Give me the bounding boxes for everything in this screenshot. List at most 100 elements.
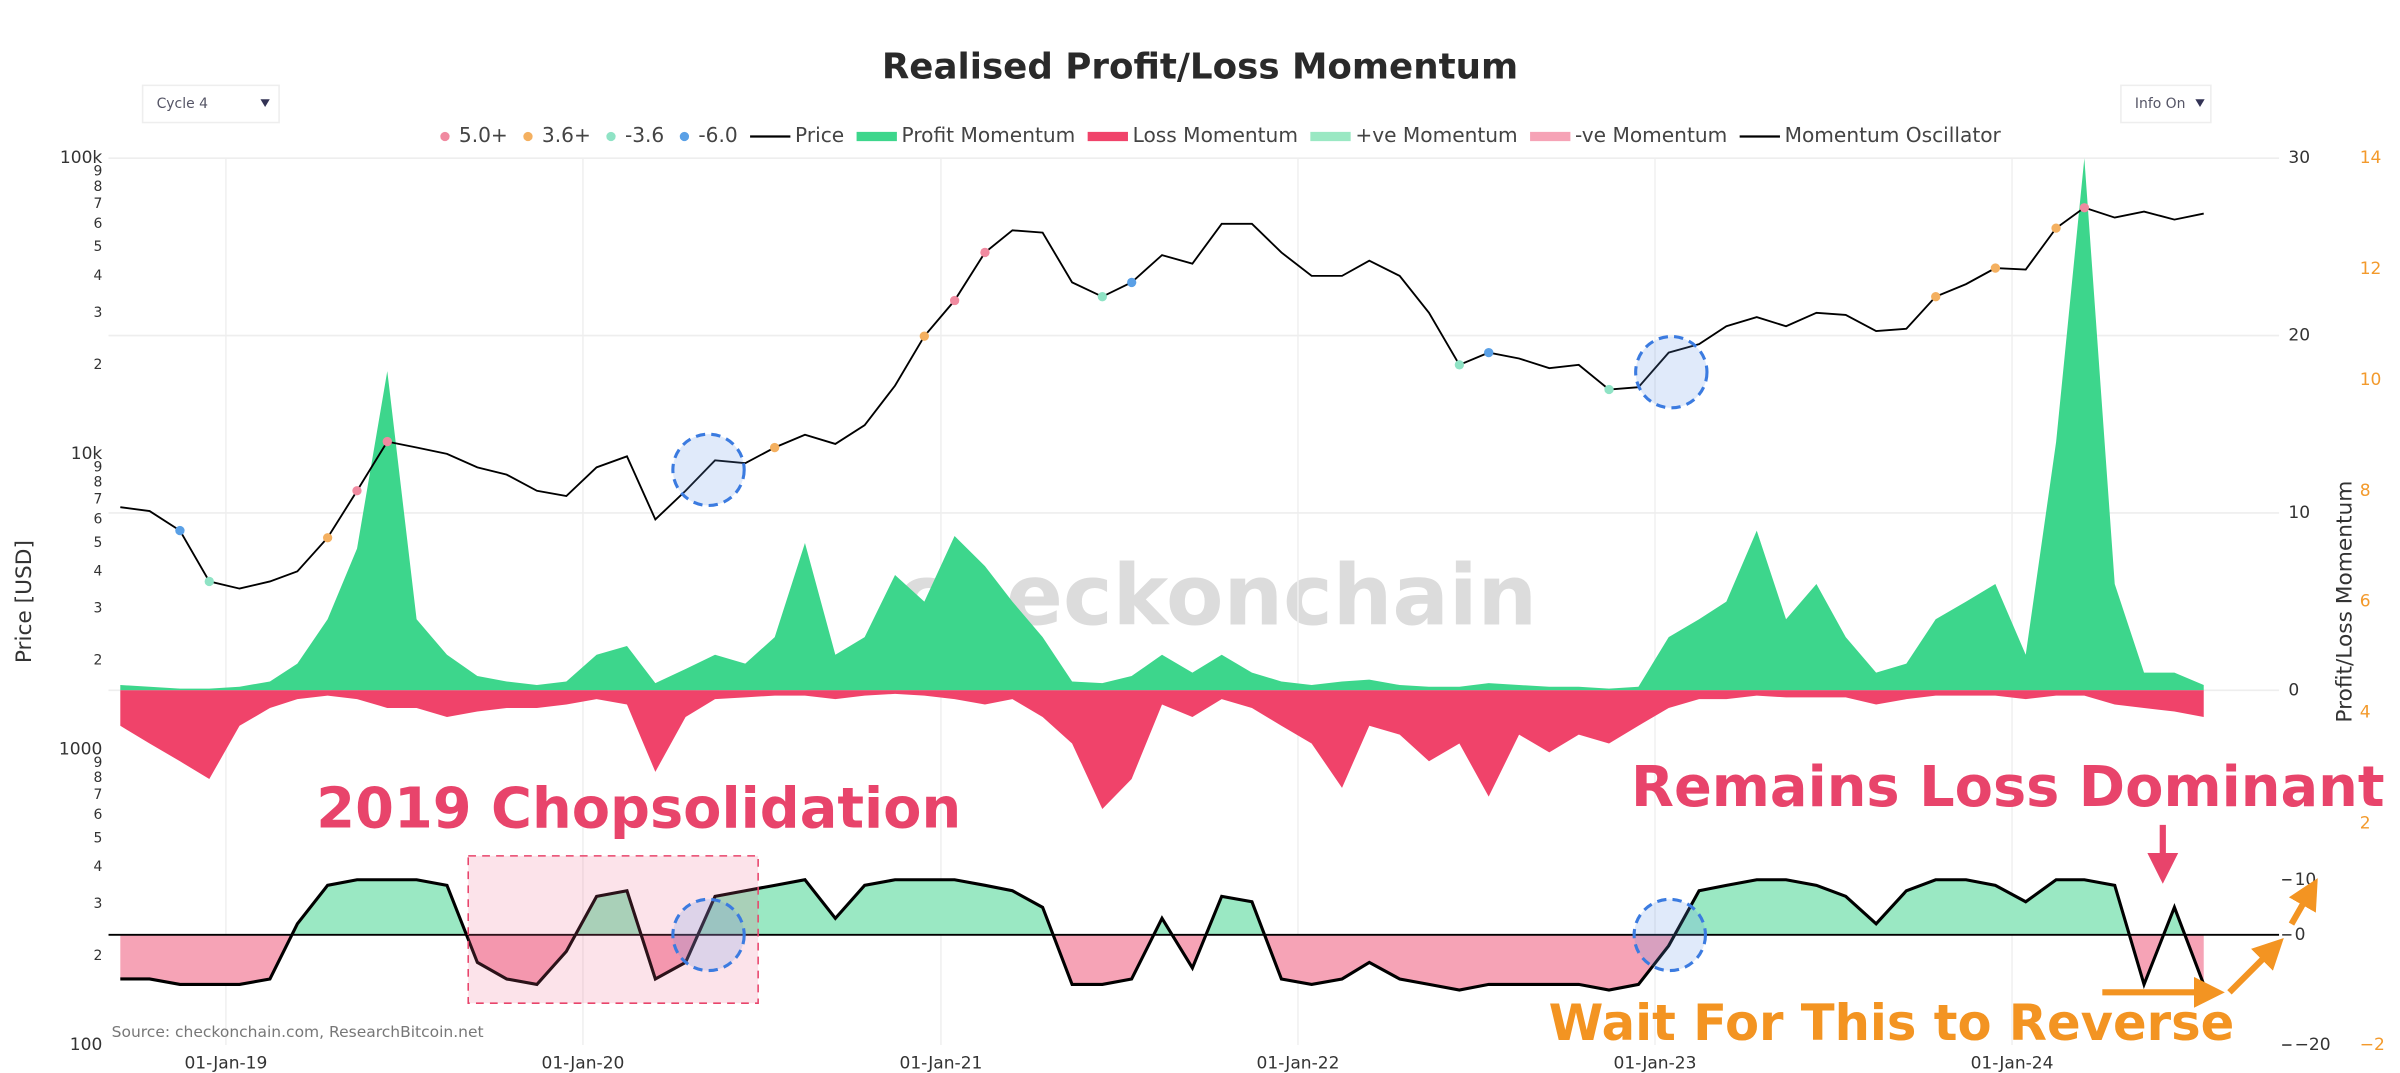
legend-label: Loss Momentum [1133, 123, 1298, 147]
legend-symbol [440, 131, 450, 142]
y3-tick-label: 8 [2360, 481, 2371, 501]
dot [1097, 292, 1107, 302]
dot [919, 331, 929, 341]
oscillator-line [120, 878, 2206, 992]
y-tick-label: 5 [93, 239, 102, 255]
y-tick-label: 6 [93, 216, 102, 232]
y-tick-label: 2 [93, 357, 102, 373]
y-tick-label: 7 [93, 787, 102, 803]
legend-label: -3.6 [625, 123, 664, 147]
y-tick-label: 2 [93, 948, 102, 964]
y3-tick-label: 2 [2360, 813, 2371, 833]
dot [770, 442, 780, 453]
y3-tick-label: −2 [2360, 1035, 2385, 1055]
y-tick-label: 5 [93, 535, 102, 551]
y4-tick-label: −20 [2295, 1035, 2331, 1055]
y2-tick-label: 0 [2288, 680, 2299, 700]
x-tick-label: 01-Jan-19 [184, 1054, 267, 1073]
dot [2079, 203, 2090, 213]
negative-fill [120, 934, 2204, 990]
y-tick-label: 2 [93, 652, 102, 668]
dot [322, 533, 333, 543]
dot [1454, 360, 1465, 370]
y-tick-label: 5 [93, 830, 102, 846]
y-tick-label: 7 [93, 196, 102, 212]
dot [382, 436, 392, 447]
highlight-circle [1634, 334, 1709, 410]
y4-tick-label: 10 [2295, 870, 2317, 890]
legend-label: 5.0+ [459, 123, 508, 147]
dropdown-caret[interactable] [260, 99, 270, 108]
dot [2051, 223, 2061, 233]
y2-tick-label: 20 [2288, 326, 2310, 346]
y-tick-label: 8 [93, 179, 102, 195]
plot-area: 01-Jan-19 01-Jan-20 01-Jan-21 01-Jan-22 01-J… [59, 148, 2385, 1073]
y-tick-label: 8 [93, 474, 102, 490]
overlay: 2019 Chopsolidation Remains Loss Dominan… [112, 334, 2385, 1052]
highlight-circle [1632, 897, 1707, 973]
dropdown-box[interactable] [2120, 84, 2212, 124]
annotation: Remains Loss Dominant [1631, 755, 2385, 820]
area [120, 158, 2204, 691]
legend-label: Profit Momentum [902, 123, 1076, 147]
source-note: Source: checkonchain.com, ResearchBitcoi… [112, 1023, 484, 1041]
legend-symbol [606, 131, 616, 142]
legend-label: Price [795, 123, 844, 147]
y-tick-label: 100k [60, 148, 103, 168]
y-tick-label: 3 [93, 305, 102, 321]
y-tick-label: 1000 [59, 739, 102, 759]
y-tick-label: 3 [93, 896, 102, 912]
annotation: 2019 Chopsolidation [316, 777, 961, 842]
y3-tick-label: 14 [2360, 148, 2382, 168]
y-tick-label: 4 [93, 563, 102, 579]
legend-label: Momentum Oscillator [1785, 123, 2002, 147]
legend-label: -6.0 [698, 123, 737, 147]
x-tick-label: 01-Jan-22 [1257, 1054, 1340, 1073]
y3-tick-label: 12 [2360, 259, 2382, 279]
y-tick-label: 8 [93, 770, 102, 786]
y-tick-label: 4 [93, 268, 102, 284]
dropdown-box[interactable] [141, 84, 280, 124]
dot [1931, 292, 1941, 302]
y-tick-label: 6 [93, 511, 102, 527]
arrow [2227, 937, 2284, 995]
x-tick-label: 01-Jan-23 [1614, 1054, 1697, 1073]
cycle-dropdown[interactable]: Cycle 4 [141, 84, 280, 124]
info-dropdown[interactable]: Info On [2120, 84, 2212, 124]
x-tick-label: 01-Jan-21 [899, 1054, 982, 1073]
dropdown-caret[interactable] [2195, 99, 2205, 108]
y-axis-title: Price [USD] [12, 540, 37, 663]
legend: 5.0+ 3.6+ -3.6 -6.0 Price Profit Momentum Loss… [440, 123, 2002, 147]
legend-label: 3.6+ [542, 123, 591, 147]
legend-symbol [523, 131, 533, 142]
y-tick-label: 9 [93, 459, 102, 475]
y2-tick-label: 10 [2288, 503, 2310, 523]
y-tick-label: 100 [70, 1035, 103, 1055]
x-tick-label: 01-Jan-24 [1971, 1054, 2054, 1073]
y-tick-label: 7 [93, 492, 102, 508]
area [120, 690, 2204, 810]
y3-tick-label: 6 [2360, 592, 2371, 612]
y-tick-label: 3 [93, 600, 102, 616]
legend-label: -ve Momentum [1575, 123, 1727, 147]
dropdown-label[interactable]: Info On [2135, 96, 2186, 112]
dot [352, 486, 362, 496]
dot [1990, 263, 2001, 273]
legend-label: +ve Momentum [1355, 123, 1517, 147]
price-line [120, 206, 2204, 590]
arrow [2288, 878, 2318, 926]
y3-tick-label: 10 [2360, 370, 2382, 390]
dot [1127, 277, 1137, 288]
chart-title: Realised Profit/Loss Momentum [882, 46, 1518, 87]
dot [949, 295, 960, 306]
dropdown-label[interactable]: Cycle 4 [157, 96, 209, 112]
y-tick-label: 9 [93, 755, 102, 771]
dot [175, 525, 185, 536]
y-tick-label: 4 [93, 859, 102, 875]
y-tick-label: 6 [93, 807, 102, 823]
annotation: Wait For This to Reverse [1549, 994, 2235, 1052]
dot [1604, 384, 1614, 395]
highlight-circle [671, 897, 746, 973]
